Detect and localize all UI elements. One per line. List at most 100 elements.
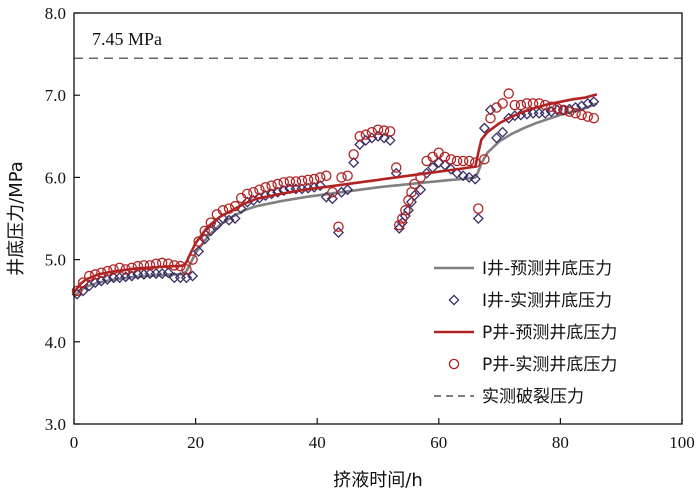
- data-point-diamond: [384, 134, 396, 146]
- data-point-circle: [156, 257, 168, 269]
- series-line: [72, 93, 598, 294]
- data-point-circle: [503, 88, 514, 99]
- data-point-circle: [260, 182, 271, 193]
- data-point-diamond: [205, 225, 217, 237]
- legend-item: I井-预测井底压力: [434, 259, 612, 279]
- data-point-circle: [187, 254, 198, 265]
- x-tick-label: 40: [309, 433, 326, 452]
- data-point-diamond: [354, 139, 366, 151]
- series-3: [72, 93, 598, 294]
- data-point-circle: [302, 174, 314, 186]
- data-point-diamond: [266, 188, 278, 200]
- data-point-circle: [558, 104, 569, 116]
- data-point-circle: [162, 258, 174, 269]
- series-line: [73, 102, 598, 298]
- data-point-diamond: [278, 185, 290, 197]
- data-point-diamond: [484, 104, 496, 116]
- legend-label: 实测破裂压力: [482, 387, 584, 407]
- data-point-circle: [193, 236, 204, 247]
- x-tick-label: 100: [669, 433, 695, 452]
- legend-item: I井-实测井底压力: [448, 291, 612, 311]
- x-tick-label: 0: [70, 433, 79, 452]
- x-tick-label: 20: [187, 433, 204, 452]
- x-tick-label: 80: [552, 433, 569, 452]
- data-point-circle: [120, 264, 131, 275]
- data-point-diamond: [497, 126, 509, 138]
- data-point-diamond: [89, 277, 101, 289]
- series-1: [73, 102, 598, 298]
- data-point-circle: [290, 176, 302, 187]
- y-tick-label: 3.0: [45, 415, 66, 434]
- legend-item: P井-实测井底压力: [448, 355, 617, 375]
- data-point-circle: [378, 125, 390, 136]
- x-axis-ticks: 0 20 40 60 80 100: [70, 418, 695, 452]
- data-point-diamond: [539, 107, 551, 119]
- data-point-diamond: [126, 270, 138, 282]
- data-point-circle: [77, 277, 89, 288]
- data-point-circle: [223, 203, 235, 214]
- data-point-circle: [114, 262, 125, 274]
- data-point-circle: [463, 155, 475, 167]
- data-point-circle: [102, 265, 113, 277]
- data-point-diamond: [445, 163, 457, 175]
- data-point-diamond: [408, 189, 420, 202]
- data-point-circle: [175, 260, 186, 272]
- data-point-circle: [366, 126, 378, 138]
- data-point-circle: [314, 172, 326, 183]
- y-tick-label: 5.0: [45, 251, 66, 270]
- data-point-circle: [144, 260, 156, 271]
- data-point-diamond: [570, 102, 582, 114]
- data-point-circle: [576, 109, 587, 121]
- chart-legend: I井-预测井底压力 I井-实测井底压力 P井-预测井底压力 P井-实测井底压力实测破裂…: [434, 259, 617, 407]
- data-point-diamond: [314, 180, 326, 192]
- data-point-circle: [539, 99, 551, 111]
- data-point-circle: [552, 103, 563, 114]
- data-point-diamond: [402, 204, 414, 216]
- data-point-circle: [296, 175, 308, 186]
- data-point-diamond: [211, 219, 223, 231]
- legend-item: P井-预测井底压力: [434, 323, 617, 343]
- data-point-circle: [473, 203, 484, 214]
- fracture-pressure-annotation: 7.45 MPa: [92, 29, 162, 49]
- data-point-circle: [248, 186, 259, 198]
- data-point-circle: [354, 131, 366, 142]
- x-tick-label: 60: [430, 433, 447, 452]
- data-point-circle: [564, 106, 575, 117]
- data-point-circle: [470, 157, 481, 168]
- data-point-diamond: [472, 212, 484, 225]
- data-point-diamond: [77, 285, 89, 297]
- data-point-diamond: [463, 171, 475, 183]
- data-point-circle: [96, 267, 107, 279]
- data-point-circle: [582, 111, 594, 122]
- data-point-circle: [409, 178, 420, 190]
- data-point-diamond: [588, 96, 600, 108]
- y-tick-label: 6.0: [45, 168, 66, 187]
- data-point-circle: [266, 180, 277, 191]
- data-point-circle: [229, 200, 241, 212]
- y-axis-title: 井底压力/MPa: [6, 161, 27, 276]
- data-point-circle: [308, 173, 320, 185]
- data-point-circle: [217, 205, 229, 216]
- data-point-diamond: [491, 132, 503, 144]
- data-point-circle: [570, 108, 581, 119]
- data-point-circle: [90, 269, 101, 280]
- data-point-diamond: [223, 214, 235, 226]
- data-point-circle: [108, 264, 119, 275]
- data-point-circle: [527, 98, 539, 109]
- data-point-diamond: [533, 107, 545, 119]
- data-point-circle: [242, 188, 253, 200]
- data-point-circle: [384, 126, 396, 137]
- data-point-circle: [451, 155, 463, 167]
- y-tick-label: 8.0: [45, 4, 66, 23]
- data-point-diamond: [187, 270, 199, 282]
- data-point-circle: [284, 176, 296, 187]
- data-point-circle: [83, 270, 95, 282]
- data-point-circle: [457, 155, 469, 167]
- data-point-circle: [254, 184, 265, 195]
- data-point-circle: [415, 172, 426, 183]
- legend-label: I井-预测井底压力: [482, 259, 612, 279]
- data-point-circle: [588, 112, 600, 124]
- data-point-circle: [479, 154, 490, 165]
- legend-label: I井-实测井底压力: [482, 291, 612, 311]
